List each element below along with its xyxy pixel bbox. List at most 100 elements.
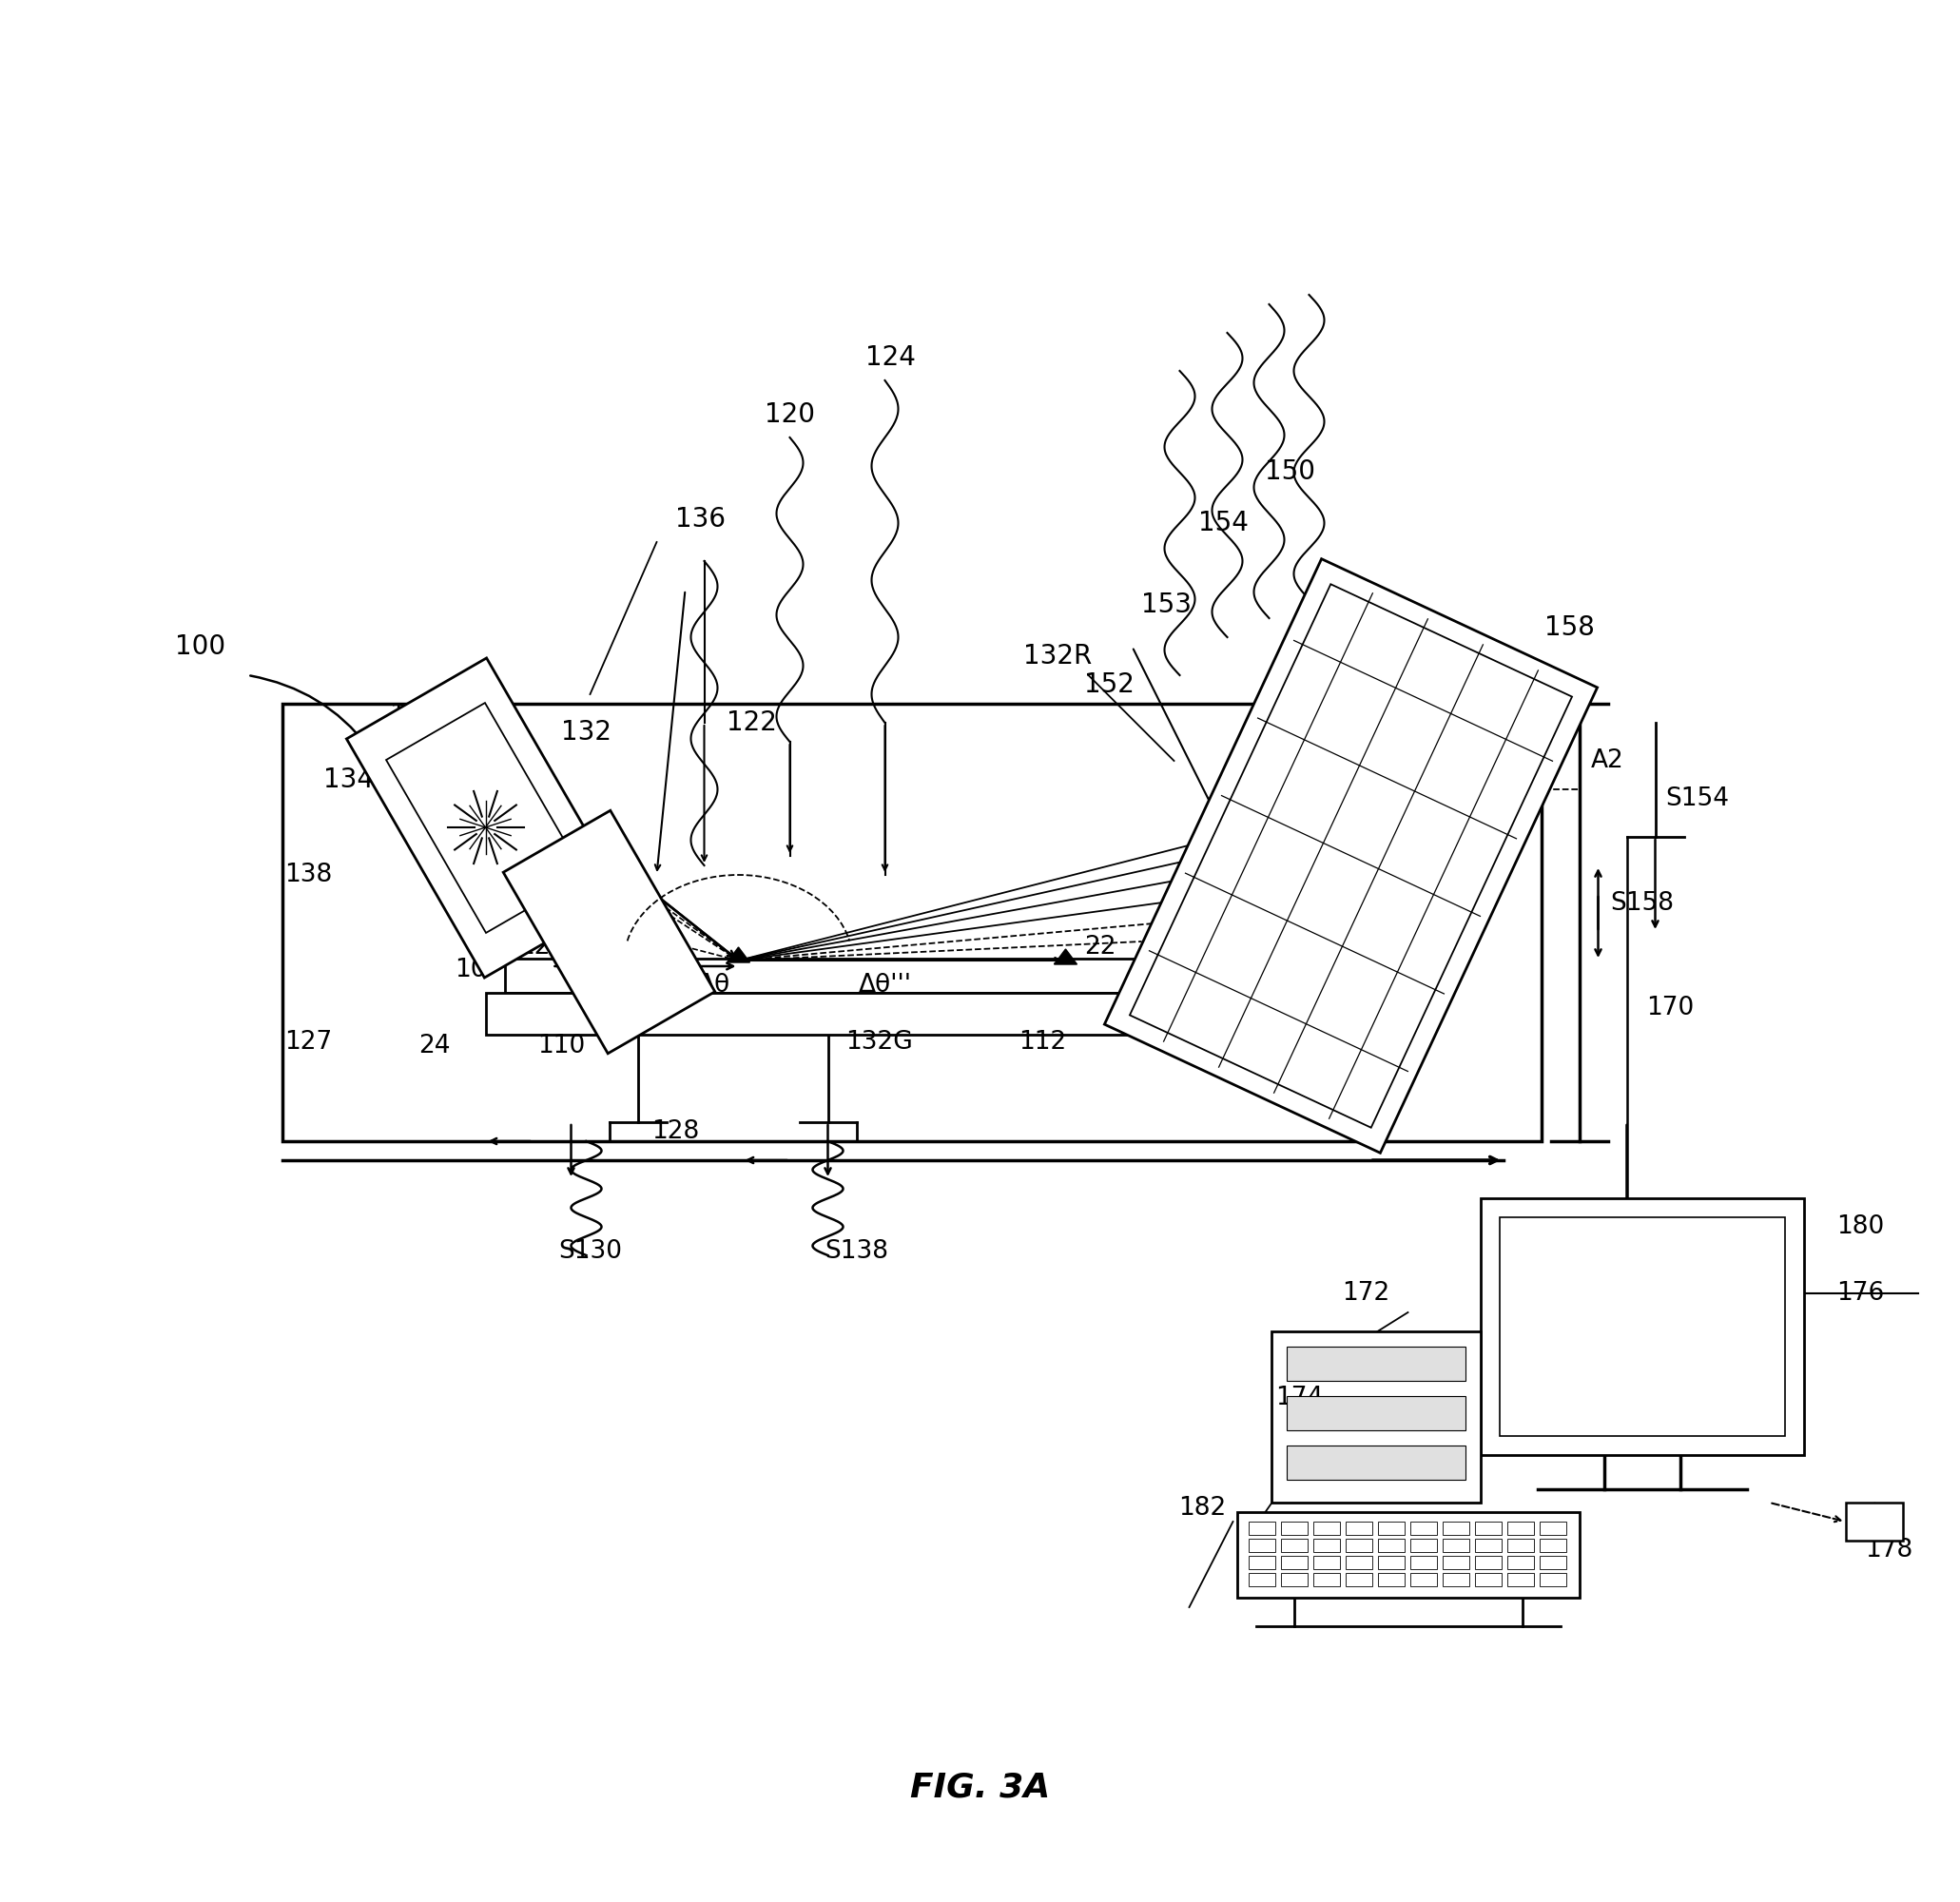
Text: 120: 120 — [764, 401, 815, 428]
Bar — [1539, 1573, 1566, 1586]
Bar — [1474, 1522, 1501, 1535]
Bar — [1249, 1539, 1274, 1552]
Text: 136: 136 — [674, 506, 725, 533]
Text: FIG. 3A: FIG. 3A — [909, 1773, 1051, 1803]
Text: 110: 110 — [537, 1035, 586, 1058]
Polygon shape — [1129, 584, 1572, 1128]
Bar — [1539, 1539, 1566, 1552]
Text: 153: 153 — [1141, 592, 1192, 618]
Bar — [1249, 1556, 1274, 1569]
Text: 172: 172 — [1343, 1282, 1390, 1305]
Bar — [1443, 1573, 1468, 1586]
Text: 22: 22 — [1084, 934, 1115, 959]
Text: 127: 127 — [284, 1031, 333, 1054]
Text: S130: S130 — [559, 1240, 621, 1263]
Bar — [1409, 1539, 1437, 1552]
Bar — [1313, 1539, 1339, 1552]
Bar — [282, 704, 1541, 1141]
Bar — [1378, 1556, 1403, 1569]
Bar — [1345, 1573, 1372, 1586]
Text: 178: 178 — [1866, 1537, 1913, 1563]
Bar — [1249, 1522, 1274, 1535]
Bar — [1345, 1556, 1372, 1569]
Bar — [1378, 1522, 1403, 1535]
Text: 132R: 132R — [1023, 643, 1092, 670]
Bar — [1443, 1539, 1468, 1552]
Text: S158: S158 — [1609, 890, 1674, 917]
Polygon shape — [386, 704, 584, 932]
Text: 128: 128 — [653, 1118, 700, 1143]
Text: 180: 180 — [1837, 1215, 1884, 1240]
Bar — [1345, 1522, 1372, 1535]
Text: 10: 10 — [455, 959, 486, 981]
Bar — [486, 993, 1190, 1035]
Polygon shape — [504, 810, 715, 1054]
Text: 154: 154 — [1198, 510, 1249, 536]
Bar — [1378, 1573, 1403, 1586]
Bar — [1280, 1573, 1307, 1586]
Text: 130: 130 — [390, 702, 441, 728]
Bar — [1313, 1522, 1339, 1535]
Text: 100: 100 — [174, 633, 225, 660]
Polygon shape — [347, 658, 625, 978]
Text: 134: 134 — [323, 767, 374, 793]
Bar — [1480, 1198, 1803, 1455]
Bar — [1507, 1522, 1533, 1535]
Polygon shape — [727, 947, 751, 962]
Text: 126: 126 — [519, 934, 566, 959]
Text: 132G: 132G — [845, 1031, 913, 1054]
Bar — [1499, 1217, 1784, 1436]
Bar — [1507, 1539, 1533, 1552]
Text: 24: 24 — [417, 1035, 451, 1058]
Bar — [1443, 1522, 1468, 1535]
Bar — [1249, 1573, 1274, 1586]
Bar — [1313, 1556, 1339, 1569]
Text: 124: 124 — [866, 344, 915, 371]
Text: 152: 152 — [1084, 671, 1135, 698]
Bar — [1286, 1446, 1464, 1480]
Polygon shape — [1054, 949, 1076, 964]
Bar — [1237, 1512, 1580, 1598]
Bar — [1409, 1573, 1437, 1586]
Bar — [1280, 1556, 1307, 1569]
Text: S154: S154 — [1666, 787, 1729, 810]
Bar — [1474, 1539, 1501, 1552]
Bar — [1846, 1503, 1903, 1541]
Text: S138: S138 — [825, 1240, 888, 1263]
Text: Δθ''': Δθ''' — [858, 974, 911, 997]
Bar — [1539, 1522, 1566, 1535]
Text: A1: A1 — [612, 921, 645, 943]
Bar — [1443, 1556, 1468, 1569]
Text: 176: 176 — [1837, 1282, 1884, 1305]
Bar — [1378, 1539, 1403, 1552]
Polygon shape — [1105, 559, 1597, 1153]
Bar — [1474, 1573, 1501, 1586]
Bar — [1474, 1556, 1501, 1569]
Bar — [1409, 1556, 1437, 1569]
Text: Δθ: Δθ — [698, 974, 729, 997]
Bar — [1507, 1556, 1533, 1569]
Text: A2: A2 — [1592, 747, 1625, 772]
Text: 112: 112 — [1019, 1031, 1066, 1054]
Text: 170: 170 — [1646, 997, 1693, 1019]
Bar — [1409, 1522, 1437, 1535]
Text: 158: 158 — [1544, 614, 1595, 641]
Text: Δθ': Δθ' — [613, 981, 653, 1004]
Text: 182: 182 — [1178, 1495, 1227, 1522]
Bar — [504, 959, 1190, 993]
Bar — [1539, 1556, 1566, 1569]
Text: 138: 138 — [284, 864, 333, 886]
Text: 132: 132 — [561, 719, 612, 746]
Bar — [1286, 1347, 1464, 1381]
Text: 122: 122 — [727, 709, 776, 736]
Bar — [1507, 1573, 1533, 1586]
Bar — [1286, 1396, 1464, 1430]
Bar — [1280, 1539, 1307, 1552]
Bar — [1313, 1573, 1339, 1586]
Text: 174: 174 — [1276, 1385, 1323, 1411]
Text: 150: 150 — [1264, 458, 1315, 485]
Bar — [1270, 1331, 1480, 1503]
Bar — [1280, 1522, 1307, 1535]
Bar — [1345, 1539, 1372, 1552]
Text: IF: IF — [1172, 1019, 1194, 1046]
